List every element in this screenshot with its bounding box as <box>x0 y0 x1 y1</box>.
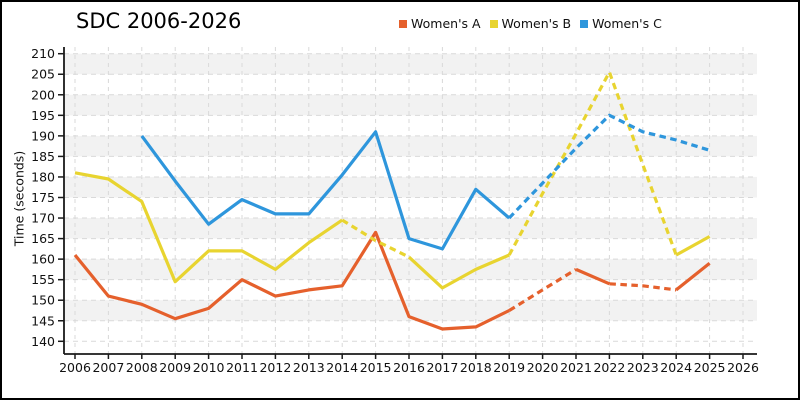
y-tick-label: 195 <box>31 108 55 123</box>
x-tick-label: 2017 <box>426 360 458 375</box>
series-line-women-s-b-dashed <box>507 70 678 256</box>
background-band <box>64 259 757 280</box>
series-line-women-s-b-solid <box>74 171 344 284</box>
legend-label-women-s-b: Women's B <box>501 16 572 31</box>
y-axis-label: Time (seconds) <box>11 150 27 247</box>
y-tick-label: 170 <box>31 211 55 226</box>
x-tick-label: 2018 <box>460 360 492 375</box>
x-tick-label: 2026 <box>727 360 759 375</box>
x-tick-label: 2024 <box>660 360 692 375</box>
x-tick-label: 2008 <box>126 360 158 375</box>
x-tick-label: 2013 <box>293 360 325 375</box>
series-line-women-s-a-solid <box>675 261 711 292</box>
series-line-women-s-c-dashed <box>508 113 711 220</box>
x-tick-label: 2015 <box>360 360 392 375</box>
y-tick-label: 190 <box>31 128 55 143</box>
x-tick-label: 2025 <box>694 360 726 375</box>
background-band <box>64 300 757 321</box>
y-tick-label: 165 <box>31 231 55 246</box>
series-line-women-s-a-dashed <box>508 268 577 312</box>
x-tick-label: 2019 <box>493 360 525 375</box>
x-tick-label: 2007 <box>92 360 124 375</box>
series-line-women-s-b-dashed <box>341 218 410 259</box>
x-tick-label: 2023 <box>627 360 659 375</box>
y-tick-label: 160 <box>31 252 55 267</box>
y-tick-label: 175 <box>31 190 55 205</box>
x-tick-label: 2022 <box>593 360 625 375</box>
series-line-women-s-a-solid <box>73 230 510 331</box>
legend-label-women-s-c: Women's C <box>592 16 662 31</box>
x-tick-label: 2016 <box>393 360 425 375</box>
y-tick-label: 210 <box>31 46 55 61</box>
series-line-women-s-b-solid <box>675 235 711 257</box>
x-tick-label: 2009 <box>159 360 191 375</box>
y-tick-label: 150 <box>31 293 55 308</box>
background-band <box>64 53 757 75</box>
legend-swatch-women-s-a <box>399 19 407 28</box>
x-tick-label: 2012 <box>259 360 291 375</box>
x-tick-label: 2011 <box>226 360 258 375</box>
y-tick-label: 155 <box>31 272 55 287</box>
legend-label-women-s-a: Women's A <box>411 16 481 31</box>
series-line-women-s-b-solid <box>407 253 510 290</box>
legend-swatch-women-s-c <box>580 19 589 28</box>
chart-title: SDC 2006-2026 <box>76 9 242 33</box>
legend-item-women-s-a: Women's A <box>399 16 481 31</box>
background-band <box>64 94 757 116</box>
x-tick-label: 2021 <box>560 360 592 375</box>
series-line-women-s-a-dashed <box>609 282 677 292</box>
x-tick-label: 2020 <box>527 360 559 375</box>
legend: Women's A Women's B Women's C <box>399 16 662 31</box>
background-band <box>64 135 757 157</box>
legend-swatch-women-s-b <box>489 19 498 28</box>
series-line-women-s-a-solid <box>575 267 611 286</box>
legend-item-women-s-c: Women's C <box>580 16 662 31</box>
y-tick-label: 180 <box>31 169 55 184</box>
y-tick-label: 140 <box>31 334 55 349</box>
x-tick-label: 2006 <box>59 360 91 375</box>
background-band <box>64 218 757 239</box>
y-tick-label: 145 <box>31 313 55 328</box>
background-band <box>64 176 757 198</box>
y-tick-label: 200 <box>31 87 55 102</box>
series-line-women-s-c-solid <box>140 130 511 251</box>
y-tick-label: 185 <box>31 149 55 164</box>
x-tick-label: 2010 <box>193 360 225 375</box>
y-tick-label: 205 <box>31 67 55 82</box>
legend-item-women-s-b: Women's B <box>489 16 572 31</box>
x-tick-label: 2014 <box>326 360 358 375</box>
